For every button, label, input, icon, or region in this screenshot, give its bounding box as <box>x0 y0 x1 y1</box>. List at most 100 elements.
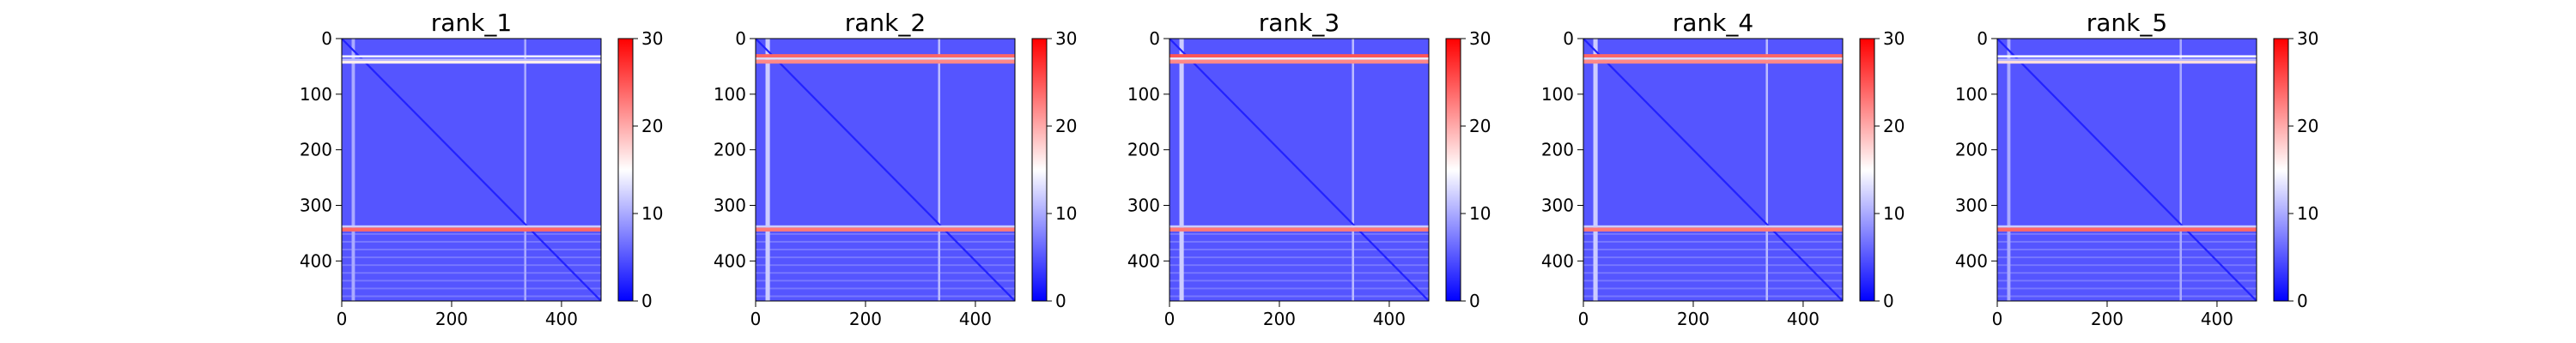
heatmap-texture-row <box>1170 287 1429 290</box>
colorbar <box>1860 39 1874 301</box>
colorbar-tick-label: 0 <box>1469 291 1480 311</box>
heatmap-band <box>756 227 1015 232</box>
heatmap-texture-row <box>756 287 1015 290</box>
y-tick-label: 200 <box>1541 140 1574 160</box>
y-tick-label: 200 <box>1127 140 1160 160</box>
heatmap-texture-row <box>342 280 601 282</box>
colorbar-frame <box>1445 38 1461 302</box>
heatmap-band <box>1583 227 1843 232</box>
y-tick-label: 200 <box>300 140 332 160</box>
heatmap-band <box>1997 225 2257 228</box>
y-tick-label: 400 <box>714 250 746 271</box>
heatmap-image <box>1170 39 1429 301</box>
heatmap-texture-row <box>1997 264 2257 267</box>
y-tick-label: 300 <box>300 195 332 215</box>
heatmap-band <box>1170 59 1429 64</box>
heatmap-texture-row <box>1583 264 1843 267</box>
y-tick-label: 300 <box>1955 195 1988 215</box>
heatmap-panel-5: rank_5 0 200 400 0 100 200 300 400 0 10 20 30 <box>1955 9 2319 329</box>
heatmap-texture-row <box>1583 240 1843 243</box>
colorbar-tick-label: 20 <box>2297 116 2318 136</box>
heatmap-diagonal <box>1997 39 2257 301</box>
y-tick-label: 200 <box>1955 140 1988 160</box>
heatmap-column <box>938 39 940 301</box>
y-tick-label: 200 <box>714 140 746 160</box>
colorbar-tick-label: 20 <box>1883 116 1905 136</box>
x-tick-label: 200 <box>2091 309 2123 329</box>
colorbar <box>1446 39 1461 301</box>
heatmap-band <box>1997 55 2257 58</box>
heatmap-panel-1: rank_1 0 200 400 0 100 200 300 400 0 10 20 30 <box>300 9 664 329</box>
heatmap-image <box>1997 39 2257 301</box>
y-tick-label: 100 <box>714 84 746 105</box>
heatmap-band <box>1170 54 1429 58</box>
colorbar-frame <box>1031 38 1048 302</box>
colorbar-tick-label: 30 <box>1469 28 1491 49</box>
y-tick-label: 0 <box>1149 28 1160 49</box>
colorbar-frame <box>617 38 634 302</box>
x-tick-label: 0 <box>337 309 348 329</box>
colorbar-tick-label: 10 <box>1883 203 1905 224</box>
heatmap-texture-row <box>1583 256 1843 259</box>
colorbar-tick-label: 20 <box>1055 116 1077 136</box>
heatmap-texture-row <box>1583 272 1843 274</box>
heatmap-band <box>756 57 1015 60</box>
y-tick-label: 300 <box>1541 195 1574 215</box>
heatmap-band <box>1170 227 1429 232</box>
y-tick-label: 400 <box>1955 250 1988 271</box>
heatmap-band <box>1997 60 2257 64</box>
y-tick-label: 100 <box>1955 84 1988 105</box>
heatmap-panel-2: rank_2 0 200 400 0 100 200 300 400 0 10 20 30 <box>714 9 1078 329</box>
heatmap-texture-row <box>342 264 601 267</box>
chart-title: rank_4 <box>1673 9 1753 37</box>
colorbar-tick-label: 30 <box>641 28 663 49</box>
heatmap-texture-row <box>1170 256 1429 259</box>
heatmap-image <box>342 39 601 301</box>
heatmap-texture-row <box>342 249 601 251</box>
heatmap-texture-row <box>1997 232 2257 235</box>
heatmap-column <box>524 39 526 301</box>
heatmap-texture-row <box>1170 295 1429 298</box>
y-tick-label: 0 <box>321 28 332 49</box>
x-tick-label: 200 <box>1263 309 1296 329</box>
x-tick-label: 0 <box>1992 309 2003 329</box>
x-tick-label: 400 <box>959 309 992 329</box>
heatmap-texture-row <box>756 264 1015 267</box>
y-tick-label: 0 <box>1977 28 1988 49</box>
heatmap-texture-row <box>1997 272 2257 274</box>
heatmap-texture-row <box>756 280 1015 282</box>
colorbar-tick-label: 10 <box>641 203 663 224</box>
heatmap-panel-4: rank_4 0 200 400 0 100 200 300 400 0 10 20 30 <box>1541 9 1905 329</box>
colorbar-tick-label: 10 <box>1469 203 1491 224</box>
heatmap-texture-row <box>1997 287 2257 290</box>
y-tick-label: 300 <box>714 195 746 215</box>
heatmap-texture-row <box>756 249 1015 251</box>
heatmap-band <box>1583 59 1843 64</box>
y-tick-label: 300 <box>1127 195 1160 215</box>
heatmap-texture-row <box>1170 280 1429 282</box>
x-tick-label: 400 <box>545 309 578 329</box>
heatmap-band <box>1997 227 2257 232</box>
heatmap-band <box>756 59 1015 64</box>
y-tick-label: 400 <box>300 250 332 271</box>
heatmap-image <box>1583 39 1843 301</box>
heatmap-texture-row <box>1583 287 1843 290</box>
heatmap-texture-row <box>756 256 1015 259</box>
heatmap-texture-row <box>756 272 1015 274</box>
heatmap-texture-row <box>1583 249 1843 251</box>
colorbar-tick-label: 0 <box>1883 291 1894 311</box>
chart-title: rank_3 <box>1259 9 1340 37</box>
heatmap-frame <box>1169 38 1430 302</box>
heatmap-texture-row <box>342 287 601 290</box>
heatmap-band <box>1170 57 1429 60</box>
y-tick-label: 100 <box>1127 84 1160 105</box>
heatmap-texture-row <box>342 232 601 235</box>
colorbar-tick-label: 0 <box>641 291 653 311</box>
x-tick-label: 200 <box>435 309 468 329</box>
heatmap-image <box>756 39 1015 301</box>
heatmap-column <box>1593 39 1598 301</box>
heatmap-column <box>2007 39 2011 301</box>
x-tick-label: 0 <box>1164 309 1176 329</box>
heatmap-diagonal <box>756 39 1015 301</box>
